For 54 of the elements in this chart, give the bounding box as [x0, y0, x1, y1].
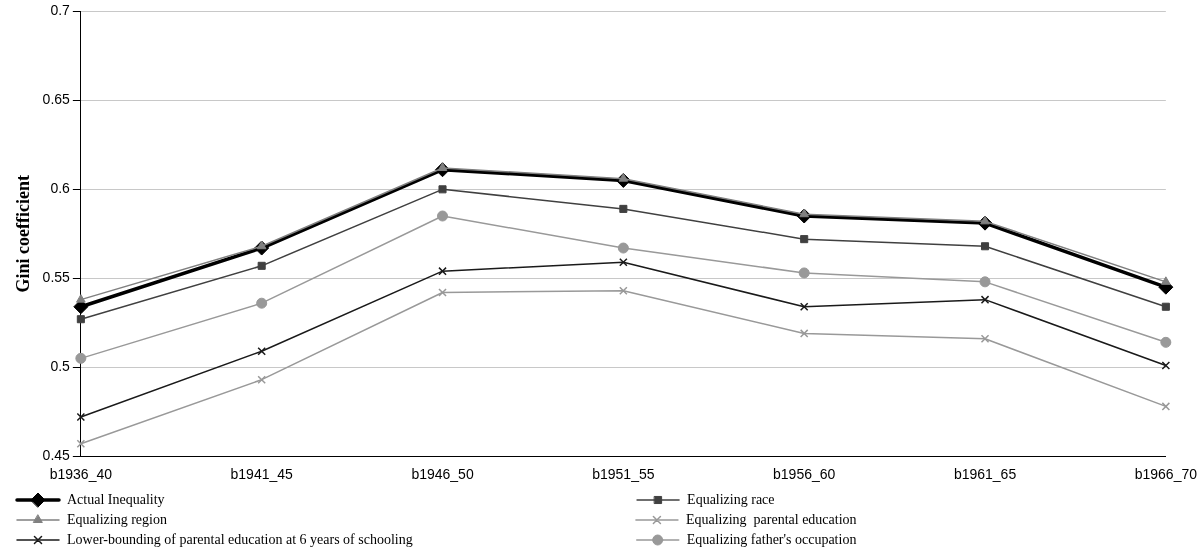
legend-label: Equalizing father's occupation [686, 531, 857, 547]
point [76, 315, 85, 324]
y-axis-title: Gini coefficient [13, 175, 34, 293]
point [979, 276, 991, 288]
point [76, 294, 86, 303]
point [1161, 361, 1171, 370]
y-tick-label: 0.6 [50, 180, 71, 197]
x-tick-label: b1966_70 [1134, 466, 1198, 483]
point [800, 235, 809, 244]
y-tick-label: 0.55 [42, 269, 71, 286]
point [618, 173, 629, 182]
x-tick-label: b1941_45 [230, 466, 294, 483]
point [799, 302, 809, 312]
point [438, 288, 447, 297]
legend-label: Actual Inequality [67, 491, 631, 507]
point [1160, 336, 1172, 348]
point [980, 242, 990, 251]
point [257, 375, 266, 384]
point [617, 242, 629, 254]
y-tick-label: 0.45 [42, 447, 71, 464]
point [76, 439, 86, 449]
x-tick-label: b1961_65 [953, 466, 1017, 483]
y-tick-label: 0.5 [50, 358, 71, 375]
x-tick-label: b1951_55 [592, 466, 655, 483]
legend-label: Lower-bounding of parental education at 6 years of schooling [67, 531, 630, 547]
point [799, 208, 810, 218]
point [438, 266, 447, 276]
point [619, 286, 628, 296]
x-tick-label: b1936_40 [49, 466, 113, 483]
point [619, 204, 628, 213]
point [75, 352, 87, 364]
point [1161, 276, 1171, 285]
x-tick-label: b1956_60 [773, 466, 836, 483]
point [257, 261, 266, 270]
point [76, 412, 86, 422]
y-tick-label: 0.7 [50, 2, 71, 19]
legend-label: Equalizing region [67, 511, 629, 527]
point [799, 329, 809, 338]
point [437, 210, 449, 222]
point [257, 346, 266, 356]
legend-label: Equalizing parental education [685, 511, 857, 527]
point [438, 185, 447, 194]
y-tick-label: 0.65 [42, 91, 71, 108]
point [798, 267, 810, 279]
x-tick-label: b1946_50 [411, 466, 474, 483]
legend-label: Equalizing race [687, 491, 775, 507]
point [1161, 402, 1171, 411]
point [980, 295, 990, 304]
point [619, 257, 628, 267]
point [980, 334, 990, 344]
point [256, 240, 267, 250]
point [437, 162, 448, 171]
point [256, 297, 268, 309]
point [1161, 302, 1170, 311]
